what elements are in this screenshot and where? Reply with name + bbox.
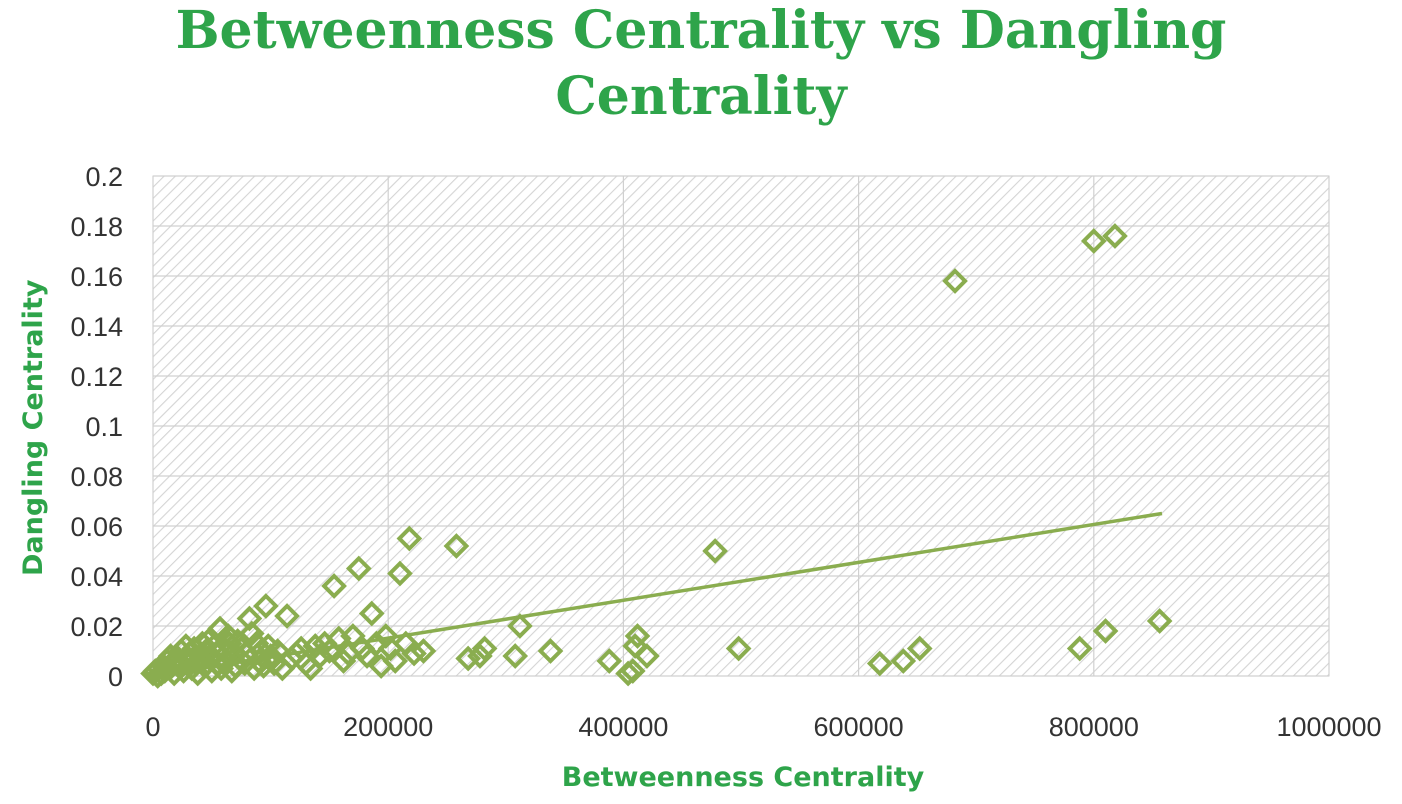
y-tick-label: 0.14 <box>70 312 123 342</box>
data-point <box>619 658 646 684</box>
data-point <box>890 648 917 674</box>
data-point <box>253 593 279 619</box>
x-tick-label: 400000 <box>578 712 668 742</box>
data-point <box>725 635 752 662</box>
data-point <box>471 635 498 662</box>
data-point <box>866 650 893 677</box>
data-point <box>1066 635 1093 662</box>
data-point <box>250 653 277 679</box>
data-point <box>906 635 933 662</box>
data-point <box>396 525 423 552</box>
data-point <box>363 630 390 657</box>
data-point <box>624 623 651 649</box>
data-point <box>382 648 409 674</box>
data-point <box>1102 223 1128 249</box>
y-tick-label: 0.02 <box>70 612 123 642</box>
data-point <box>942 268 968 294</box>
data-point <box>537 638 564 664</box>
x-tick-label: 0 <box>145 712 160 742</box>
y-tick-label: 0.12 <box>70 362 123 392</box>
data-point <box>330 648 357 674</box>
data-point <box>257 643 284 669</box>
y-tick-label: 0.1 <box>85 412 123 442</box>
y-tick-label: 0.04 <box>70 562 123 592</box>
y-tick-label: 0.2 <box>85 162 123 192</box>
data-point <box>198 658 225 684</box>
data-point <box>216 630 243 657</box>
data-point <box>222 653 249 679</box>
data-point <box>274 603 300 629</box>
data-point <box>387 560 413 587</box>
data-point <box>702 538 728 564</box>
x-tick-label: 200000 <box>343 712 433 742</box>
chart-title-line-1: Betweenness Centrality vs Dangling <box>175 0 1227 61</box>
data-point <box>401 640 427 667</box>
data-point <box>345 555 372 582</box>
chart-title: Betweenness Centrality vs Dangling Centr… <box>0 0 1402 128</box>
gridlines <box>152 175 1330 677</box>
data-point <box>596 648 623 674</box>
data-points <box>140 223 1173 689</box>
data-point <box>467 643 493 669</box>
data-point <box>1146 608 1173 634</box>
data-point <box>238 620 265 647</box>
x-axis-label: Betweenness Centrality <box>561 762 925 793</box>
y-tick-label: 0.06 <box>70 512 123 542</box>
y-tick-label: 0.18 <box>70 212 123 242</box>
data-point <box>358 600 385 627</box>
data-point <box>443 533 470 559</box>
y-tick-label: 0.08 <box>70 462 123 492</box>
y-tick-label: 0 <box>108 662 123 692</box>
x-tick-label: 1000000 <box>1276 712 1381 742</box>
data-point <box>241 655 267 682</box>
y-axis-label: Dangling Centrality <box>18 279 49 576</box>
x-tick-label: 600000 <box>814 712 904 742</box>
data-point <box>502 643 529 669</box>
x-axis-ticks: 0 200000 400000 600000 800000 1000000 <box>145 712 1381 742</box>
data-point <box>302 633 329 659</box>
data-point <box>455 645 481 672</box>
data-point <box>321 573 347 599</box>
data-point <box>634 643 660 669</box>
data-point <box>1092 618 1119 644</box>
y-tick-label: 0.16 <box>70 262 123 292</box>
y-axis-ticks: 0 0.02 0.04 0.06 0.08 0.1 0.12 0.14 0.16 0.18 0.2 <box>70 162 123 692</box>
data-point <box>410 638 437 664</box>
data-point <box>1080 228 1107 254</box>
chart-title-line-2: Centrality <box>555 66 847 127</box>
data-point <box>507 613 533 639</box>
x-tick-label: 800000 <box>1049 712 1139 742</box>
